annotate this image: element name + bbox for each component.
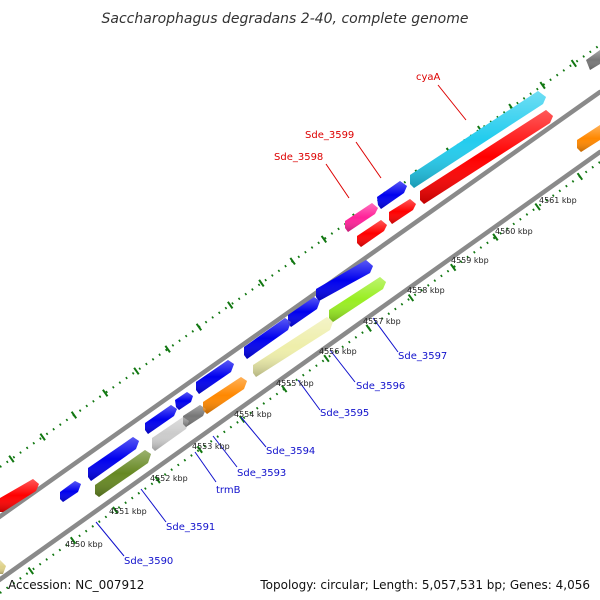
sde3593-label[interactable]: Sde_3593 — [237, 468, 286, 479]
major-tick — [69, 536, 77, 545]
major-tick — [534, 202, 541, 211]
major-tick — [154, 475, 161, 484]
major-tick — [320, 235, 328, 244]
sde3595-label[interactable]: Sde_3595 — [320, 408, 369, 419]
sde3598-leader — [325, 163, 350, 199]
major-tick — [323, 354, 330, 363]
sde3599-label[interactable]: Sde_3599 — [305, 130, 354, 141]
sde3597-leader — [372, 317, 399, 353]
tick-label: 4551 kbp — [109, 507, 147, 516]
tick-label: 4557 kbp — [363, 317, 401, 326]
scale-major-ticks — [27, 172, 584, 575]
major-tick — [407, 293, 415, 302]
major-tick — [164, 345, 171, 353]
tick-label: 4558 kbp — [407, 286, 445, 295]
major-tick — [70, 411, 78, 419]
major-tick — [289, 257, 296, 266]
scale-track — [0, 161, 600, 594]
gene-sde3594-gray[interactable] — [183, 405, 206, 427]
sde3590-label[interactable]: Sde_3590 — [124, 556, 173, 567]
outer-ruler-track — [0, 44, 600, 468]
tick-label: 4559 kbp — [451, 256, 489, 265]
major-tick — [576, 172, 584, 181]
major-tick — [195, 323, 203, 331]
tick-label: 4550 kbp — [65, 540, 103, 549]
gene-arrow-orange[interactable] — [577, 125, 600, 152]
gene-cyaA-cyan[interactable] — [410, 91, 546, 188]
major-tick — [112, 506, 119, 514]
gene-arrow-blue[interactable] — [175, 392, 193, 410]
major-tick — [570, 59, 577, 68]
map-title: Saccharophagus degradans 2-40, complete … — [102, 11, 469, 27]
sde3598-label[interactable]: Sde_3598 — [274, 152, 323, 163]
major-tick — [281, 384, 288, 393]
major-tick — [27, 566, 35, 575]
major-tick — [196, 445, 203, 454]
gene-arrow-red[interactable] — [357, 220, 387, 247]
tick-label: 4555 kbp — [276, 379, 314, 388]
sde3596-leader — [329, 349, 356, 383]
gene-arrow-gray[interactable] — [586, 50, 600, 70]
gene-arrow-red[interactable] — [389, 199, 416, 224]
trmB-label[interactable]: trmB — [216, 485, 241, 496]
tick-label: 4560 kbp — [495, 227, 533, 236]
cyaA-label[interactable]: cyaA — [416, 72, 441, 83]
major-tick — [492, 233, 499, 241]
major-tick — [258, 279, 265, 287]
major-tick — [539, 81, 546, 90]
cyaA-leader — [437, 84, 467, 121]
tick-label: 4561 kbp — [539, 196, 577, 205]
sde3594-label[interactable]: Sde_3594 — [266, 446, 315, 457]
accession-text: Accession: NC_007912 — [8, 578, 145, 592]
tick-label: 4552 kbp — [150, 474, 188, 483]
major-tick — [365, 324, 372, 332]
major-tick — [102, 389, 109, 397]
sde3597-label[interactable]: Sde_3597 — [398, 351, 447, 362]
sde3591-label[interactable]: Sde_3591 — [166, 522, 215, 533]
tick-label: 4556 kbp — [319, 347, 357, 356]
gene-arrow-khaki[interactable] — [0, 560, 6, 574]
major-tick — [133, 367, 140, 375]
sde3599-leader — [355, 141, 382, 179]
sde3590-leader — [95, 521, 125, 557]
major-tick — [39, 433, 46, 441]
sde3595-leader — [297, 379, 321, 411]
gene-features — [0, 50, 600, 574]
gene-arrow-blue[interactable] — [60, 481, 81, 502]
major-tick — [238, 415, 246, 423]
major-tick — [227, 301, 234, 309]
major-tick — [8, 455, 15, 463]
sde3591-leader — [140, 488, 167, 523]
genome-backbone-inner — [0, 149, 600, 583]
sde3594-leader — [240, 416, 267, 448]
scale-tick-labels: 4550 kbp 4551 kbp 4552 kbp 4553 kbp 4554… — [65, 196, 577, 549]
major-tick — [450, 263, 457, 272]
tick-label: 4554 kbp — [234, 410, 272, 419]
tick-label: 4553 kbp — [192, 442, 230, 451]
sde3593-leader — [212, 435, 238, 468]
trmB-leader — [194, 451, 217, 483]
sde3596-label[interactable]: Sde_3596 — [356, 381, 405, 392]
gene-labels: cyaA Sde_3599 Sde_3598 Sde_3597 Sde_3596… — [95, 72, 467, 567]
genome-summary-text: Topology: circular; Length: 5,057,531 bp… — [260, 578, 590, 592]
